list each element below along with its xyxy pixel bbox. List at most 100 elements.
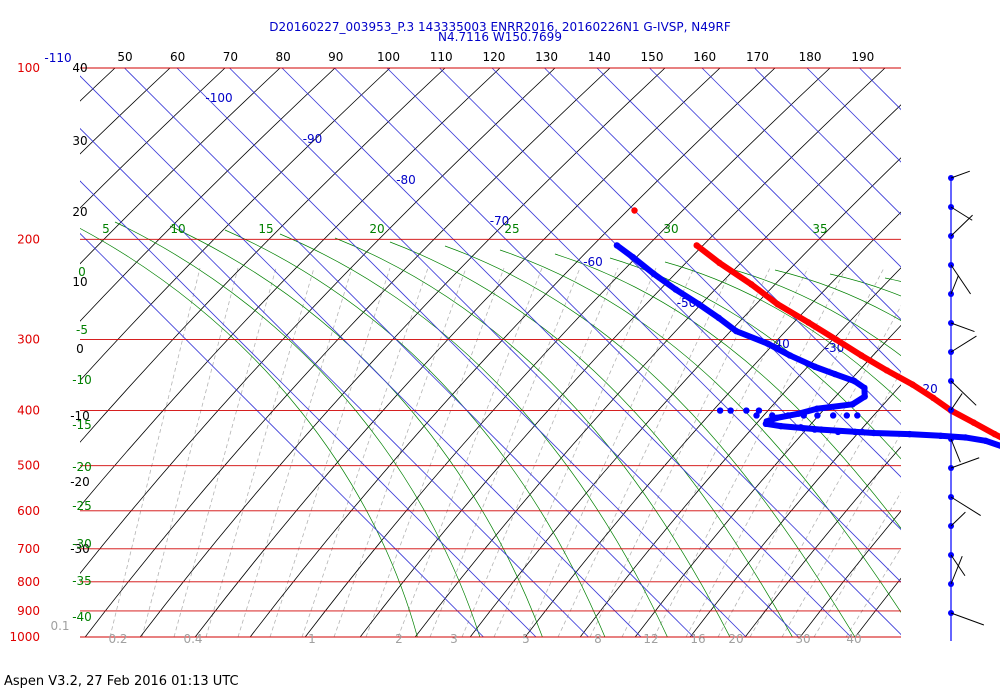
dewpoint-point [982, 437, 989, 444]
dewpoint-trace [613, 242, 1000, 449]
dry-adiabat [0, 68, 60, 657]
mixing-ratio-line [109, 267, 201, 637]
isotherm-label: -60 [583, 255, 603, 269]
height-label: -10 [70, 409, 90, 423]
dewpoint-point [813, 405, 821, 412]
isotherm-line [386, 68, 901, 583]
dry-adiabat [304, 68, 831, 637]
dewpoint-point [831, 370, 838, 378]
wind-barb [950, 555, 963, 585]
isotherm-line [334, 68, 901, 636]
moist-adiabat [224, 229, 606, 637]
mixing-ratio-line [717, 305, 901, 637]
wind-barb [950, 457, 980, 469]
mixing-ratio-label: 8 [594, 632, 602, 646]
theta-e-label: 30 [663, 222, 678, 236]
isotherm-line [544, 68, 901, 426]
temperature-point [858, 352, 865, 359]
wind-barb [950, 554, 966, 577]
isotherm-line [596, 68, 901, 373]
temperature-point [883, 367, 891, 374]
wind-barb [950, 438, 961, 463]
mixing-ratio-label: 3 [450, 632, 458, 646]
moist-adiabat [774, 269, 901, 321]
dewpoint-point [800, 412, 807, 419]
dewpoint-point [870, 429, 877, 437]
isotherm-line [912, 68, 1000, 637]
theta-e-label: 15 [258, 222, 273, 236]
pressure-tick-label: 1000 [9, 630, 40, 644]
moist-adiabat [884, 277, 901, 283]
moist-adiabat [334, 237, 731, 637]
dewpoint-point [858, 428, 866, 436]
pressure-tick-label: 900 [17, 604, 40, 618]
mixing-ratio-label: 30 [795, 632, 810, 646]
dewpoint-point [834, 428, 842, 436]
wind-barb [950, 393, 963, 411]
theta-e-label: 35 [812, 222, 827, 236]
mixing-ratio-label: 0.2 [108, 632, 127, 646]
theta-e-label: -5 [76, 323, 88, 337]
top-scale-label: 130 [535, 50, 558, 64]
theta-e-label: 5 [102, 222, 110, 236]
top-scale-label: 90 [328, 50, 343, 64]
isotherm-line [124, 68, 694, 637]
mixing-ratio-line [333, 267, 467, 637]
wind-barb [950, 612, 985, 626]
moist-adiabat [664, 261, 901, 403]
footer-text: Aspen V3.2, 27 Feb 2016 01:13 UTC [4, 674, 239, 689]
top-scale-label: 150 [641, 50, 664, 64]
isotherm-line [701, 68, 901, 268]
dry-adiabat [854, 577, 901, 637]
dewpoint-point [829, 412, 837, 419]
dewpoint-point [755, 407, 763, 414]
wind-barb [950, 206, 973, 221]
dewpoint-point [715, 314, 723, 322]
pressure-tick-label: 600 [17, 504, 40, 518]
mixing-ratio-line [141, 267, 239, 637]
temperature-point [748, 281, 755, 288]
mixing-ratio-line [589, 267, 771, 637]
mixing-ratio-line [269, 267, 391, 637]
theta-e-label: 20 [369, 222, 384, 236]
dewpoint-point [762, 420, 770, 428]
dry-adiabat [80, 68, 281, 265]
wind-barb [950, 214, 973, 237]
mixing-ratio-label: 0.4 [183, 632, 202, 646]
mixing-ratio-label: 1 [308, 632, 316, 646]
isotherm-line [80, 232, 484, 637]
dewpoint-point [786, 352, 794, 359]
dewpoint-point [843, 412, 851, 419]
isotherm-label: -100 [205, 91, 232, 105]
moist-adiabat [279, 233, 668, 637]
top-scale-label: 60 [170, 50, 185, 64]
grid-clip [0, 68, 1000, 657]
isotherm-line [80, 75, 642, 637]
chart-title-line1: D20160227_003953_P.3 143335003 ENRR2016,… [269, 20, 731, 34]
dry-adiabat [80, 68, 116, 102]
pressure-tick-label: 500 [17, 459, 40, 473]
top-scale-label: 120 [482, 50, 505, 64]
mixing-ratio-line [653, 267, 847, 637]
grid-lines [0, 67, 1000, 657]
temperature-point [631, 207, 638, 214]
dewpoint-point [849, 401, 856, 408]
height-label: -20 [70, 475, 90, 489]
dewpoint-point [797, 424, 805, 431]
dewpoint-point [811, 363, 819, 370]
dewpoint-point [811, 426, 818, 433]
temperature-point [970, 419, 977, 426]
moist-adiabat [719, 265, 901, 357]
moist-adiabat [80, 228, 418, 637]
dry-adiabat [689, 384, 901, 637]
mixing-ratio-line [781, 432, 901, 637]
dewpoint-point [795, 410, 802, 417]
theta-e-label: -20 [72, 460, 92, 474]
theta-e-label: 0 [78, 265, 86, 279]
top-scale-label: 160 [693, 50, 716, 64]
dry-adiabat [80, 68, 391, 382]
chart-title-line2: N4.7116 W150.7699 [438, 30, 562, 44]
wind-barb [950, 275, 959, 295]
